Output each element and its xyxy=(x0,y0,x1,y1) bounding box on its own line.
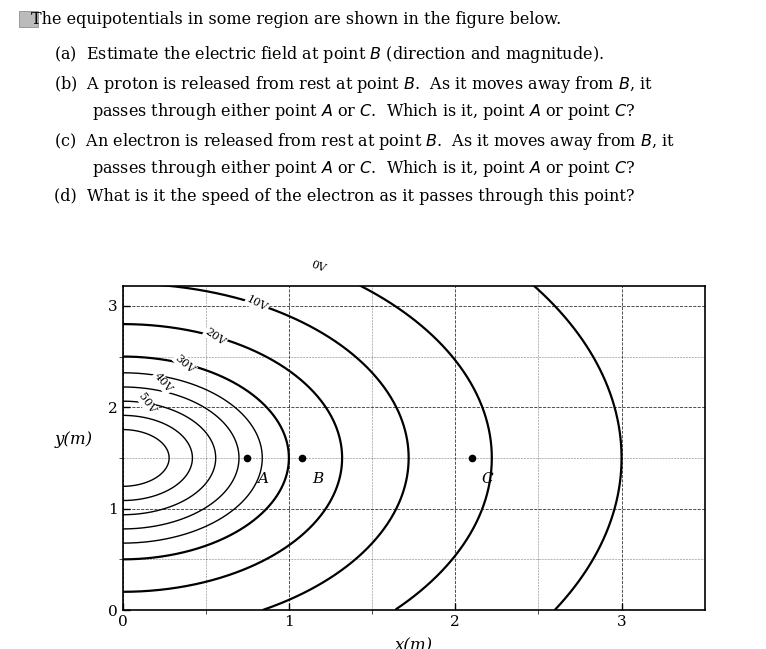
Text: (c)  An electron is released from rest at point $B$.  As it moves away from $B$,: (c) An electron is released from rest at… xyxy=(54,131,675,152)
Bar xyxy=(19,11,38,27)
Text: 10V: 10V xyxy=(244,294,269,313)
Text: 20V: 20V xyxy=(203,326,228,347)
Text: C: C xyxy=(482,472,493,486)
Text: (d)  What is it the speed of the electron as it passes through this point?: (d) What is it the speed of the electron… xyxy=(54,188,634,205)
Text: A: A xyxy=(257,472,268,486)
Text: 30V: 30V xyxy=(173,353,197,375)
Text: 0V: 0V xyxy=(309,260,327,275)
Y-axis label: y(m): y(m) xyxy=(54,431,92,448)
Text: 40V: 40V xyxy=(152,371,174,395)
Text: B: B xyxy=(313,472,323,486)
Text: 50V: 50V xyxy=(136,391,157,415)
X-axis label: x(m): x(m) xyxy=(394,637,433,649)
Text: passes through either point $A$ or $C$.  Which is it, point $A$ or point $C$?: passes through either point $A$ or $C$. … xyxy=(92,101,636,122)
Text: (b)  A proton is released from rest at point $B$.  As it moves away from $B$, it: (b) A proton is released from rest at po… xyxy=(54,73,653,95)
Text: The equipotentials in some region are shown in the figure below.: The equipotentials in some region are sh… xyxy=(31,11,561,28)
Text: (a)  Estimate the electric field at point $B$ (direction and magnitude).: (a) Estimate the electric field at point… xyxy=(54,43,604,65)
Text: passes through either point $A$ or $C$.  Which is it, point $A$ or point $C$?: passes through either point $A$ or $C$. … xyxy=(92,158,636,179)
